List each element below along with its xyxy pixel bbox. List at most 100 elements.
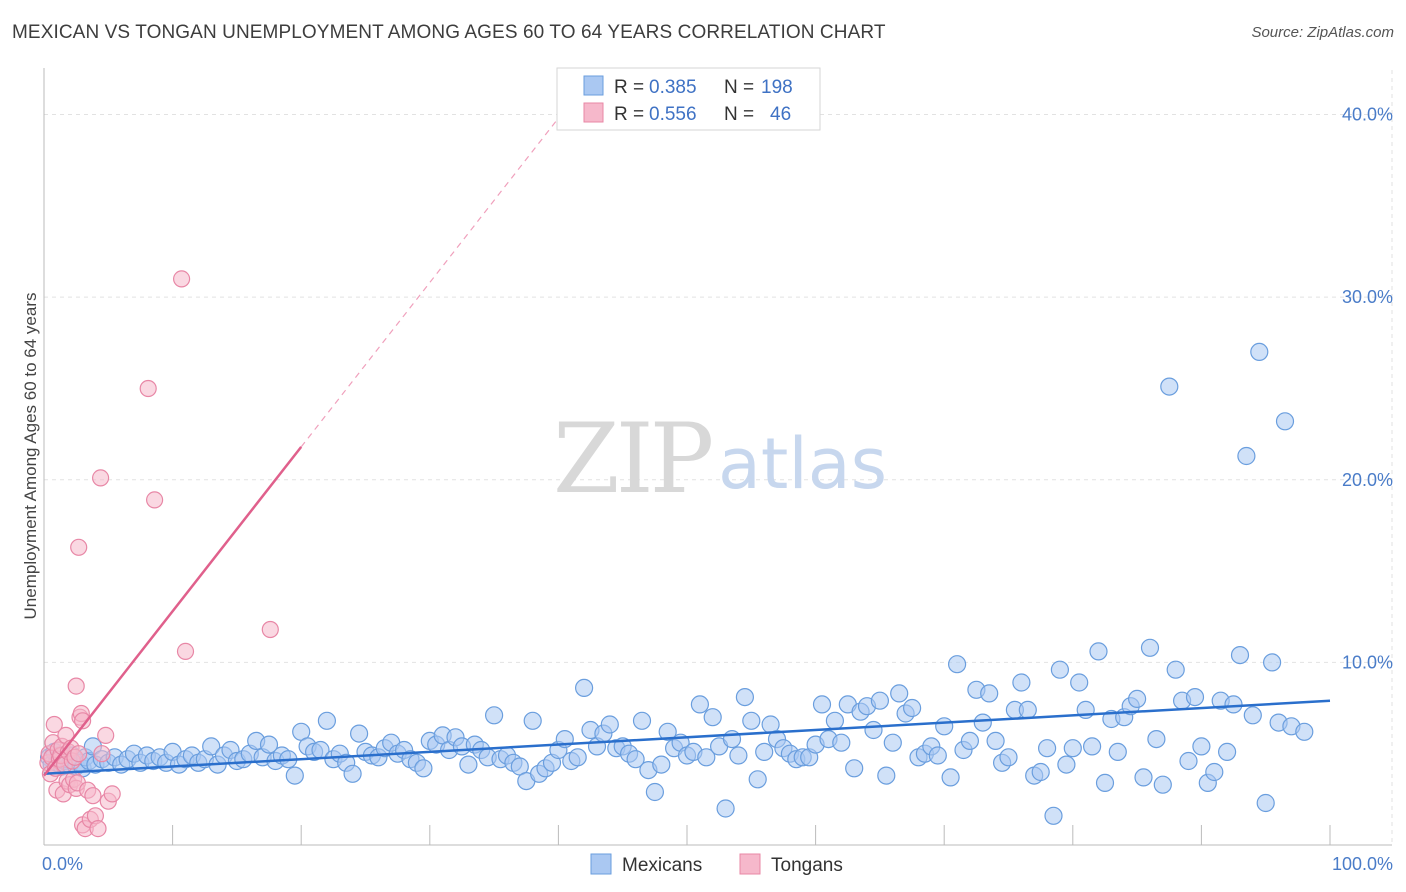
series-legend: Mexicans Tongans bbox=[590, 853, 843, 876]
x-tick-labels: 0.0% 100.0% bbox=[42, 854, 1393, 874]
tongans-point-33 bbox=[89, 819, 107, 838]
tongans-point-46 bbox=[261, 620, 279, 639]
mexicans-point-180 bbox=[1140, 638, 1160, 657]
y-tick-label-3: 40.0% bbox=[1342, 105, 1393, 125]
mexicans-point-187 bbox=[1185, 687, 1205, 707]
mexicans-point-110 bbox=[690, 695, 710, 714]
mexicans-point-199 bbox=[1262, 653, 1282, 672]
mexicans-point-139 bbox=[877, 766, 896, 785]
tongans-point-31 bbox=[84, 787, 102, 805]
mexicans-point-188 bbox=[1192, 737, 1211, 756]
mexicans-point-140 bbox=[883, 733, 902, 752]
mexicans-point-103 bbox=[645, 782, 665, 802]
mexicans-point-134 bbox=[845, 759, 864, 778]
mexicans-point-182 bbox=[1153, 775, 1172, 794]
legend-r-value-tongans: 0.556 bbox=[649, 104, 697, 125]
mexicans-point-165 bbox=[1044, 806, 1063, 825]
mexicans-point-192 bbox=[1217, 742, 1237, 762]
legend-r-label-mexicans: R = bbox=[614, 77, 644, 98]
mexicans-point-149 bbox=[941, 768, 960, 787]
tongans-point-40 bbox=[91, 469, 110, 487]
bottom-legend-label-mexicans: Mexicans bbox=[622, 855, 702, 876]
watermark-atlas: atlas bbox=[718, 423, 887, 505]
tongans-point-42 bbox=[176, 642, 195, 661]
mexicans-point-195 bbox=[1237, 446, 1256, 466]
mexicans-point-143 bbox=[902, 698, 922, 718]
watermark: ZIP atlas bbox=[553, 403, 887, 515]
legend-swatch-tongans bbox=[583, 102, 604, 123]
mexicans-point-56 bbox=[343, 764, 362, 783]
tongans-trend-extension bbox=[300, 117, 559, 448]
mexicans-point-52 bbox=[317, 711, 336, 730]
mexicans-point-196 bbox=[1243, 706, 1262, 725]
mexicans-point-138 bbox=[870, 691, 890, 710]
tongans-trend-line bbox=[43, 446, 303, 777]
mexicans-point-116 bbox=[729, 746, 748, 765]
mexicans-point-193 bbox=[1224, 695, 1243, 714]
mexicans-point-178 bbox=[1127, 689, 1147, 709]
watermark-zip: ZIP bbox=[553, 403, 712, 515]
mexicans-point-118 bbox=[742, 711, 761, 730]
mexicans-point-96 bbox=[600, 715, 619, 734]
mexicans-point-100 bbox=[626, 750, 645, 769]
legend-n-label-mexicans: N = bbox=[724, 77, 754, 98]
mexicans-point-158 bbox=[999, 748, 1018, 767]
mexicans-point-201 bbox=[1275, 412, 1295, 431]
legend-n-value-tongans: 46 bbox=[770, 104, 791, 125]
correlation-legend: R = 0.385 N = 198 R = 0.556 N = 46 bbox=[556, 67, 821, 131]
chart-title: MEXICAN VS TONGAN UNEMPLOYMENT AMONG AGE… bbox=[12, 22, 886, 43]
source-label: Source: ZipAtlas.com bbox=[1251, 24, 1394, 41]
mexicans-point-186 bbox=[1179, 751, 1198, 771]
mexicans-point-147 bbox=[928, 746, 947, 765]
mexicans-point-190 bbox=[1205, 762, 1224, 782]
mexicans-point-34 bbox=[202, 737, 221, 756]
tongans-point-35 bbox=[97, 726, 115, 745]
mexicans-point-111 bbox=[697, 748, 716, 767]
mexicans-point-101 bbox=[632, 711, 652, 730]
mexicans-point-141 bbox=[890, 684, 909, 703]
x-tick-label-0: 0.0% bbox=[42, 854, 83, 874]
mexicans-point-197 bbox=[1250, 342, 1269, 361]
y-axis-label: Unemployment Among Ages 60 to 64 years bbox=[21, 293, 40, 620]
mexicans-point-166 bbox=[1050, 660, 1070, 679]
axes bbox=[43, 68, 1392, 846]
mexicans-trend-line bbox=[43, 699, 1331, 776]
mexicans-point-171 bbox=[1082, 737, 1102, 756]
tongans-point-43 bbox=[139, 379, 157, 398]
mexicans-point-119 bbox=[748, 770, 767, 789]
mexicans-point-164 bbox=[1037, 739, 1057, 758]
mexicans-point-163 bbox=[1031, 762, 1050, 782]
tongans-point-44 bbox=[146, 491, 164, 509]
mexicans-point-179 bbox=[1134, 768, 1153, 787]
mexicans-point-78 bbox=[485, 706, 504, 725]
mexicans-point-161 bbox=[1018, 700, 1037, 720]
mexicans-point-112 bbox=[703, 708, 722, 727]
legend-n-value-mexicans: 198 bbox=[761, 77, 793, 98]
mexicans-point-198 bbox=[1256, 793, 1275, 813]
tongans-point-37 bbox=[103, 785, 121, 803]
legend-r-value-mexicans: 0.385 bbox=[649, 77, 697, 98]
mexicans-point-173 bbox=[1095, 773, 1115, 793]
legend-r-label-tongans: R = bbox=[614, 104, 644, 125]
trend-lines bbox=[43, 117, 1331, 777]
mexicans-point-105 bbox=[658, 722, 677, 741]
bottom-legend-swatch-tongans bbox=[739, 853, 761, 875]
mexicans-point-47 bbox=[285, 766, 304, 785]
mexicans-point-150 bbox=[947, 655, 967, 674]
bottom-legend-label-tongans: Tongans bbox=[771, 855, 843, 876]
mexicans-point-43 bbox=[259, 735, 279, 754]
mexicans-point-137 bbox=[864, 720, 883, 740]
tongans-point-38 bbox=[67, 677, 85, 695]
mexicans-point-104 bbox=[652, 755, 671, 774]
mexicans-point-114 bbox=[716, 799, 735, 818]
tongans-point-34 bbox=[93, 745, 111, 763]
mexicans-point-74 bbox=[459, 755, 478, 774]
tongans-point-5 bbox=[45, 715, 63, 734]
mexicans-point-148 bbox=[935, 717, 954, 736]
grid-lines bbox=[44, 70, 1393, 845]
mexicans-point-132 bbox=[832, 733, 851, 752]
y-tick-label-1: 20.0% bbox=[1342, 470, 1393, 490]
mexicans-point-92 bbox=[574, 678, 594, 698]
legend-n-label-tongans: N = bbox=[724, 104, 754, 125]
mexicans-point-152 bbox=[960, 731, 980, 751]
